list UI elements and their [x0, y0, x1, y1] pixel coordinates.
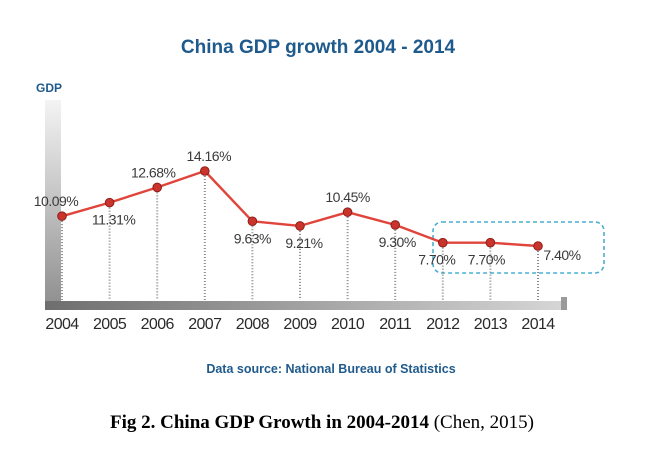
data-label: 14.16% — [187, 148, 232, 164]
highlight-box — [432, 221, 605, 274]
data-point-marker — [104, 197, 115, 208]
x-tick-label: 2006 — [141, 316, 175, 333]
x-tick-label: 2013 — [474, 316, 508, 333]
drop-lines — [61, 176, 539, 300]
caption-citation: (Chen, 2015) — [428, 412, 534, 433]
x-tick-label: 2008 — [236, 316, 270, 333]
x-tick-label: 2009 — [283, 316, 317, 333]
data-label: 7.40% — [543, 247, 580, 263]
data-point-marker — [533, 241, 543, 251]
gdp-growth-chart: China GDP growth 2004 - 2014 GDP 2004 200… — [34, 37, 605, 376]
data-label: 11.31% — [92, 212, 135, 228]
data-labels: 10.09% 11.31% 12.68% 14.16% 9.63% 9.21% 10.45%… — [34, 148, 581, 268]
caption-title: Fig 2. China GDP Growth in 2004-2014 — [110, 412, 429, 433]
chart-title: China GDP growth 2004 - 2014 — [181, 37, 456, 58]
data-label: 9.30% — [379, 234, 416, 250]
x-axis-end-cap — [561, 297, 567, 310]
x-tick-labels: 2004 2005 2006 2007 2008 2009 2010 2011 2012 2013… — [45, 316, 555, 333]
x-tick-label: 2014 — [521, 316, 555, 333]
data-source-note: Data source: National Bureau of Statisti… — [206, 362, 455, 376]
data-label: 9.63% — [234, 230, 271, 246]
x-axis-bar — [45, 301, 565, 310]
data-point-marker — [485, 237, 496, 248]
data-label: 9.21% — [285, 235, 322, 251]
data-point-marker — [390, 220, 401, 230]
data-label: 7.70% — [468, 252, 505, 268]
x-tick-label: 2005 — [93, 316, 127, 333]
data-label: 10.09% — [34, 193, 79, 209]
data-point-marker — [295, 221, 305, 231]
x-tick-label: 2010 — [331, 316, 365, 333]
data-point-marker — [57, 211, 67, 221]
x-tick-label: 2007 — [188, 316, 222, 333]
x-tick-label: 2012 — [426, 316, 460, 333]
data-label: 12.68% — [131, 164, 176, 180]
data-markers — [57, 166, 543, 251]
data-label: 10.45% — [325, 189, 370, 205]
data-point-marker — [342, 207, 353, 217]
x-tick-label: 2011 — [379, 316, 412, 333]
y-axis-bar — [45, 100, 61, 310]
y-axis-label: GDP — [36, 81, 62, 95]
figure-caption: Fig 2. China GDP Growth in 2004-2014 (Ch… — [110, 412, 534, 434]
data-point-marker — [438, 237, 448, 248]
data-point-marker — [247, 216, 258, 227]
data-point-marker — [152, 182, 162, 193]
data-point-marker — [200, 166, 210, 176]
x-tick-label: 2004 — [45, 316, 79, 333]
data-label: 7.70% — [418, 252, 455, 268]
